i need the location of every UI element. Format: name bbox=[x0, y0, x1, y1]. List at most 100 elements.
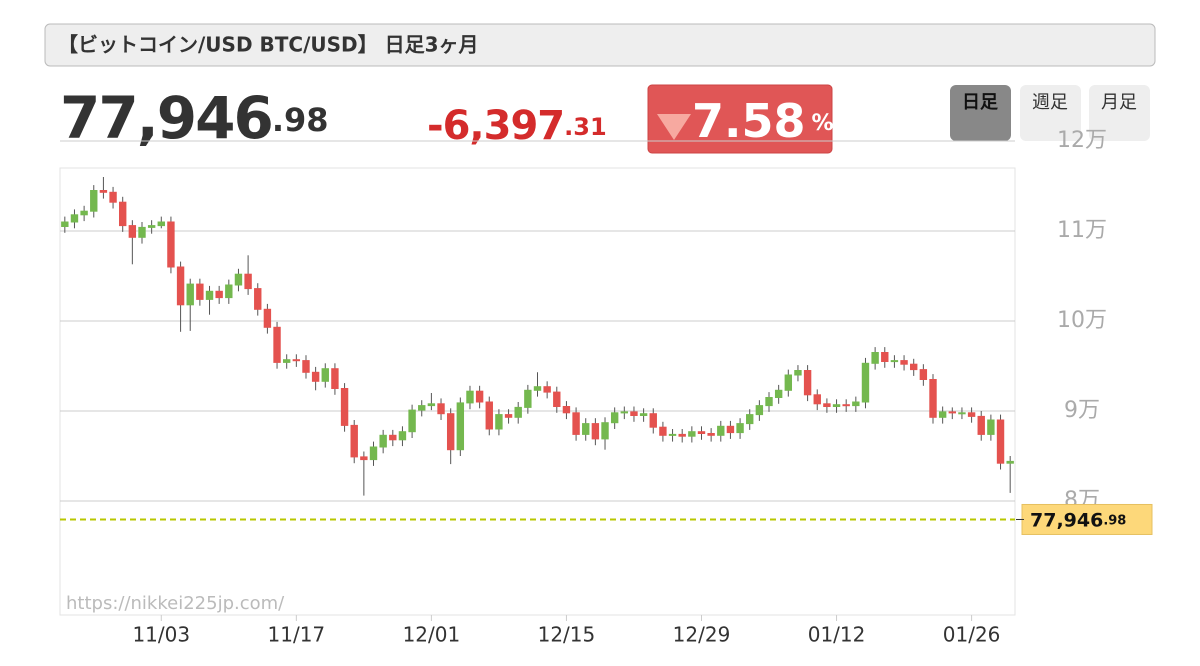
percent-unit: % bbox=[812, 111, 834, 136]
candle-body bbox=[186, 283, 194, 306]
candle-body bbox=[282, 359, 291, 363]
candle-body bbox=[292, 359, 301, 362]
candle-body bbox=[70, 214, 79, 223]
candle-body bbox=[360, 456, 368, 461]
x-tick-label: 01/26 bbox=[943, 623, 1001, 647]
last-price-label: 77,946.98 bbox=[1030, 509, 1126, 531]
x-tick-label: 11/17 bbox=[268, 623, 326, 647]
candle-body bbox=[707, 433, 715, 436]
candle-body bbox=[842, 404, 850, 407]
candle-body bbox=[553, 391, 561, 408]
button-weekly[interactable] bbox=[1020, 85, 1081, 141]
title-bar bbox=[44, 23, 1156, 67]
change-integer: -6,397 bbox=[427, 103, 564, 149]
candle-body bbox=[919, 369, 928, 381]
candle-body bbox=[977, 415, 985, 435]
candle-body bbox=[1006, 460, 1014, 464]
candle-body bbox=[138, 226, 146, 238]
candle-body bbox=[861, 362, 870, 403]
candle-body bbox=[99, 190, 108, 193]
candle-body bbox=[225, 284, 233, 299]
candle-body bbox=[254, 288, 262, 310]
x-tick-label: 12/15 bbox=[538, 623, 596, 647]
candle-body bbox=[408, 409, 416, 433]
y-tick-label: 9万 bbox=[1064, 398, 1100, 423]
button-monthly[interactable] bbox=[1089, 85, 1150, 141]
candle-body bbox=[823, 403, 831, 407]
percent: 7.58% bbox=[692, 94, 834, 148]
candle-body bbox=[871, 352, 879, 364]
candle-body bbox=[485, 401, 493, 430]
candle-body bbox=[620, 411, 629, 414]
candle-body bbox=[765, 397, 773, 407]
candle-body bbox=[591, 423, 600, 440]
title: 【ビットコイン/USD BTC/USD】 日足3ヶ月 bbox=[58, 33, 479, 57]
candle-body bbox=[678, 433, 686, 437]
candle-body bbox=[668, 433, 677, 436]
candle-body bbox=[263, 308, 272, 328]
candle-body bbox=[958, 412, 966, 415]
candle-body bbox=[582, 423, 590, 435]
candle-body bbox=[572, 412, 580, 435]
candle-body bbox=[987, 419, 995, 435]
candle-body bbox=[90, 190, 98, 212]
candle-body bbox=[726, 425, 735, 434]
percent-value: 7.58 bbox=[692, 94, 806, 148]
candle-body bbox=[176, 266, 185, 306]
candle-body bbox=[80, 210, 88, 216]
last-price-decimal: .98 bbox=[1103, 513, 1126, 528]
candle-body bbox=[948, 411, 956, 414]
candle-body bbox=[302, 360, 310, 373]
x-tick-label: 12/29 bbox=[673, 623, 731, 647]
candle-body bbox=[495, 414, 503, 430]
candle-body bbox=[167, 221, 175, 268]
candle-body bbox=[938, 411, 947, 418]
button-daily[interactable] bbox=[950, 85, 1011, 141]
button-label: 週足 bbox=[1032, 92, 1068, 113]
candle-body bbox=[398, 431, 407, 441]
candle-body bbox=[379, 434, 387, 448]
candle-body bbox=[543, 386, 551, 393]
candle-body bbox=[215, 290, 223, 299]
price-decimal: .98 bbox=[272, 101, 329, 139]
candle-body bbox=[803, 370, 812, 396]
candle-body bbox=[630, 411, 638, 416]
candle-body bbox=[514, 406, 522, 418]
candle-body bbox=[147, 225, 156, 228]
change-badge bbox=[647, 84, 833, 154]
candle-body bbox=[967, 412, 976, 417]
candle-body bbox=[649, 413, 657, 428]
candle-body bbox=[784, 374, 793, 391]
candle-body bbox=[61, 221, 69, 227]
candle-body bbox=[755, 405, 764, 416]
price: 77,946.98 bbox=[60, 84, 329, 152]
candle-body bbox=[688, 431, 696, 437]
y-tick-label: 10万 bbox=[1057, 308, 1107, 333]
candle-body bbox=[996, 419, 1005, 464]
candle-body bbox=[697, 431, 706, 435]
candle-body bbox=[446, 413, 455, 451]
candle-body bbox=[639, 413, 648, 417]
candle-body bbox=[128, 225, 137, 238]
candle-body bbox=[340, 388, 349, 426]
candle-body bbox=[852, 401, 860, 407]
candle-body bbox=[466, 390, 474, 404]
x-tick-label: 11/03 bbox=[132, 623, 190, 647]
candle-body bbox=[196, 283, 204, 300]
candle-body bbox=[234, 273, 243, 286]
candle-body bbox=[832, 404, 841, 408]
candle-body bbox=[321, 368, 329, 382]
change-decimal: .31 bbox=[564, 113, 607, 141]
candle-body bbox=[418, 405, 426, 411]
button-label: 月足 bbox=[1101, 92, 1137, 113]
candle-body bbox=[205, 290, 214, 300]
candle-body bbox=[813, 394, 821, 405]
candle-body bbox=[119, 201, 127, 227]
candle-body bbox=[456, 402, 465, 451]
button-label: 日足 bbox=[962, 92, 998, 113]
price-integer: 77,946 bbox=[60, 84, 272, 152]
x-tick-label: 01/12 bbox=[808, 623, 866, 647]
y-tick-label: 11万 bbox=[1057, 218, 1107, 243]
